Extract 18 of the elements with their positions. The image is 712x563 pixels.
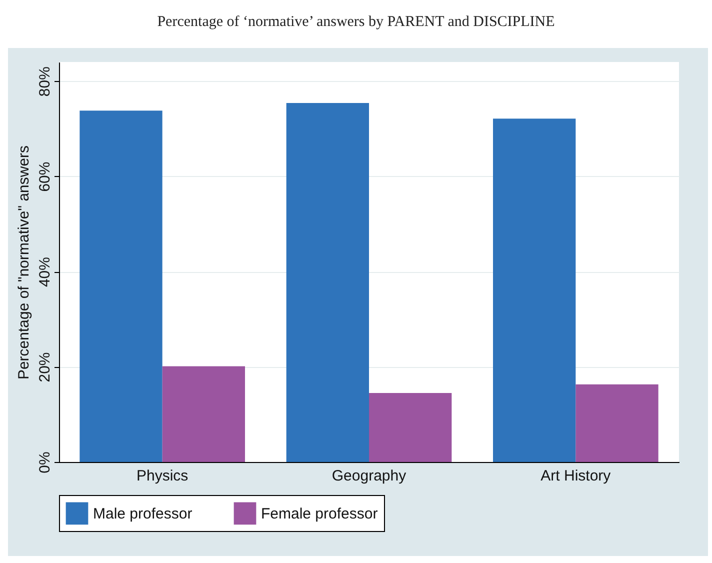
bar: [80, 110, 162, 462]
legend-label: Male professor: [93, 505, 192, 522]
y-tick-label: 40%: [36, 257, 54, 288]
x-tick-label: Physics: [136, 468, 188, 484]
bar: [369, 392, 452, 462]
bar: [493, 118, 576, 462]
x-tick-label: Geography: [332, 468, 407, 484]
y-tick-label: 80%: [36, 66, 54, 97]
bar: [576, 384, 658, 462]
bar: [162, 366, 245, 462]
x-tick-label: Art History: [540, 468, 612, 484]
y-tick-label: 0%: [36, 452, 54, 474]
bar: [286, 102, 369, 462]
y-tick-label: 60%: [36, 162, 54, 192]
y-tick-label: 20%: [36, 352, 54, 382]
legend-label: Female professor: [261, 505, 378, 522]
chart-title: Percentage of ‘normative’ answers by PARENT and DISCIPLINE: [156, 13, 556, 32]
y-axis-title: Percentage of "normative" answers: [16, 145, 32, 380]
